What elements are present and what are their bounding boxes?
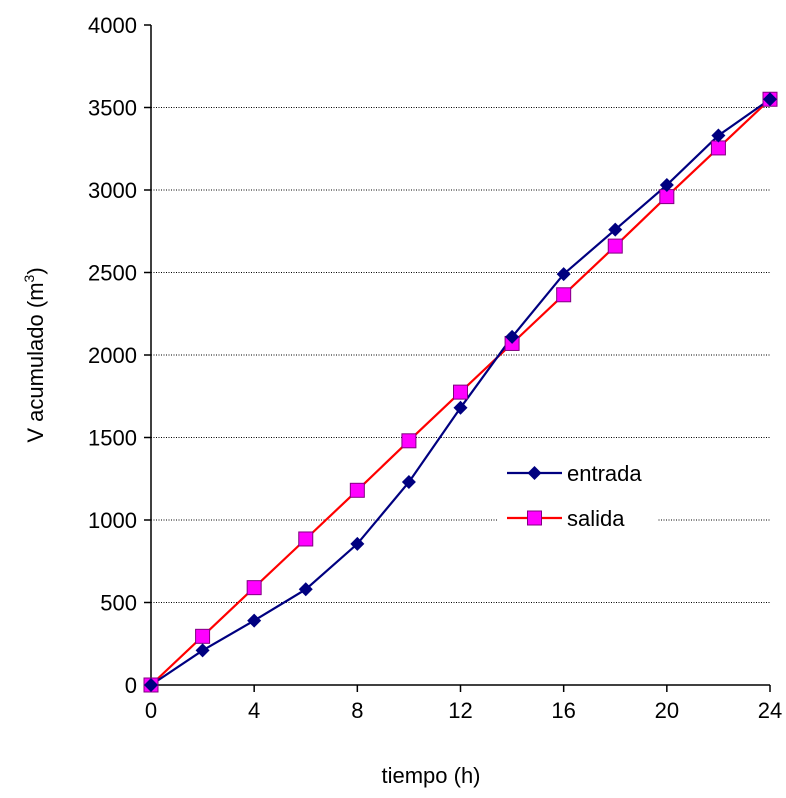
y-tick-label-0: 0 bbox=[125, 673, 137, 698]
point-entrada-12 bbox=[453, 400, 468, 415]
x-tick-label-4: 4 bbox=[248, 698, 260, 723]
point-salida-10 bbox=[401, 433, 417, 449]
legend-label-salida: salida bbox=[567, 506, 625, 531]
series bbox=[143, 91, 778, 693]
x-tick-label-20: 20 bbox=[655, 698, 679, 723]
y-tick-label-500: 500 bbox=[100, 591, 137, 616]
y-tick-label-3000: 3000 bbox=[88, 178, 137, 203]
point-entrada-20 bbox=[659, 178, 674, 193]
tick-labels: 0 500 1000 1500 2000 2500 3000 3500 4000 0 4 8 12 16 2… bbox=[88, 13, 782, 723]
y-axis-title-superscript: 3 bbox=[21, 274, 37, 282]
x-tick-label-0: 0 bbox=[145, 698, 157, 723]
point-entrada-16 bbox=[556, 267, 571, 282]
point-salida-12 bbox=[453, 384, 468, 400]
y-axis-title-close: ) bbox=[23, 267, 48, 274]
y-axis-title-main: V acumulado (m bbox=[23, 282, 48, 442]
point-entrada-8 bbox=[350, 536, 365, 551]
point-salida-6 bbox=[298, 531, 314, 547]
point-salida-16 bbox=[556, 287, 572, 303]
point-entrada-4 bbox=[247, 613, 262, 628]
point-salida-8 bbox=[349, 482, 365, 498]
point-entrada-18 bbox=[608, 222, 623, 237]
y-axis-title: V acumulado (m3) bbox=[21, 267, 48, 442]
y-tick-label-2500: 2500 bbox=[88, 261, 137, 286]
y-tick-label-2000: 2000 bbox=[88, 343, 137, 368]
point-entrada-24 bbox=[763, 92, 777, 107]
legend-box bbox=[498, 455, 658, 541]
point-entrada-10 bbox=[401, 475, 416, 490]
legend-entry-salida: salida bbox=[507, 506, 625, 531]
point-entrada-2 bbox=[195, 643, 210, 658]
x-tick-label-12: 12 bbox=[448, 698, 472, 723]
point-salida-2 bbox=[195, 628, 211, 644]
legend-marker-entrada bbox=[527, 466, 542, 480]
axes bbox=[144, 24, 771, 692]
point-salida-4 bbox=[246, 580, 262, 596]
x-tick-label-16: 16 bbox=[551, 698, 575, 723]
y-tick-label-3500: 3500 bbox=[88, 96, 137, 121]
point-entrada-22 bbox=[711, 128, 726, 143]
point-entrada-0 bbox=[144, 678, 158, 692]
x-tick-label-8: 8 bbox=[351, 698, 363, 723]
x-tick-label-24: 24 bbox=[758, 698, 782, 723]
y-tick-label-1500: 1500 bbox=[88, 426, 137, 451]
x-axis-title: tiempo (h) bbox=[381, 763, 480, 788]
legend-marker-salida bbox=[527, 510, 542, 526]
grid bbox=[151, 107, 770, 603]
y-tick-label-1000: 1000 bbox=[88, 508, 137, 533]
point-salida-18 bbox=[607, 238, 623, 254]
point-salida-22 bbox=[710, 140, 726, 156]
legend-label-entrada: entrada bbox=[567, 461, 642, 486]
point-entrada-14 bbox=[505, 329, 520, 344]
legend: entrada salida bbox=[498, 455, 658, 541]
y-tick-label-4000: 4000 bbox=[88, 13, 137, 38]
point-entrada-6 bbox=[298, 582, 313, 597]
legend-entry-entrada: entrada bbox=[507, 461, 642, 486]
